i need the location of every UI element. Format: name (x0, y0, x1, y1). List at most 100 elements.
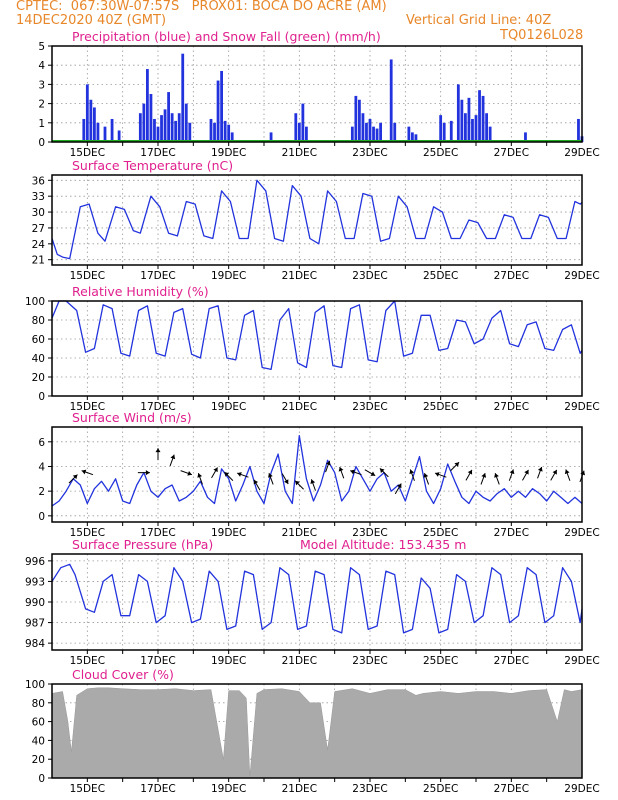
header-date: 14DEC2020 40Z (GMT) (16, 13, 167, 28)
temp-ytick-label: 24 (32, 239, 46, 251)
wind-arrow-head (145, 470, 150, 476)
temp-title: Surface Temperature (nC) (72, 158, 233, 173)
precip-bar (227, 124, 231, 142)
wind-arrow (394, 483, 402, 495)
wind-arrow (281, 473, 289, 485)
cloud-area (51, 687, 583, 779)
wind-xtick-label: 21DEC (282, 527, 317, 539)
precip-bar (103, 126, 107, 142)
pres-line (51, 563, 583, 634)
precip-xtick-label: 25DEC (423, 147, 458, 159)
wind-arrow-head (72, 474, 78, 480)
wind-arrow (364, 469, 376, 477)
precip-frame (51, 45, 583, 143)
temp-xtick-label: 29DEC (564, 270, 599, 282)
temp-xtick-label: 27DEC (494, 270, 529, 282)
temp-panel (48, 174, 583, 269)
temp-ytick-label: 30 (32, 207, 45, 219)
precip-bar (456, 84, 460, 142)
temp-frame (51, 174, 583, 266)
wind-arrow-head (379, 468, 385, 474)
precip-bar (209, 118, 213, 142)
wind-ytick-label: 0 (38, 511, 45, 523)
wind-ytick-label: 2 (38, 486, 45, 498)
precip-xtick-label: 19DEC (211, 147, 246, 159)
rh-title: Relative Humidity (%) (72, 284, 209, 299)
cloud-frame (51, 683, 583, 779)
wind-arrow (211, 467, 218, 479)
precip-ytick-label: 1 (38, 118, 45, 130)
wind-arrow-head (237, 472, 242, 477)
temp-xtick-label: 19DEC (211, 270, 246, 282)
precip-bar (365, 122, 368, 142)
wind-arrow (253, 479, 261, 491)
precip-bar (393, 122, 397, 142)
wind-arrow-head (397, 483, 402, 489)
rh-line (51, 300, 583, 371)
wind-arrow (564, 469, 571, 481)
wind-arrow-head (454, 462, 460, 467)
temp-xtick-label: 17DEC (140, 270, 175, 282)
precip-bar (181, 53, 185, 142)
rh-ytick-label: 0 (38, 391, 45, 403)
cloud-xtick-label: 19DEC (211, 783, 246, 795)
cloud-panel (48, 683, 583, 782)
precip-ytick-label: 5 (38, 41, 45, 53)
precip-xtick-label: 27DEC (494, 147, 529, 159)
wind-arrow-head (213, 467, 218, 473)
precip-bar (354, 95, 358, 142)
precip-bar (82, 118, 86, 142)
wind-arrow-head (284, 479, 289, 485)
cloud-xtick-label: 17DEC (140, 783, 175, 795)
precip-bar (439, 115, 443, 142)
rh-xtick-label: 27DEC (494, 401, 529, 413)
temp-ytick-label: 36 (32, 175, 46, 187)
rh-xtick-label: 23DEC (352, 401, 387, 413)
precip-bar (460, 99, 464, 142)
precip-bar (153, 118, 156, 142)
wind-arrow-head (187, 470, 192, 476)
wind-panel (48, 426, 586, 526)
precip-bar (149, 94, 153, 142)
wind-arrow-head (325, 460, 331, 466)
pres-ytick-label: 996 (25, 556, 45, 568)
wind-arrow-head (170, 454, 176, 460)
wind-arrow-head (370, 471, 376, 476)
precip-bar (372, 126, 375, 142)
wind-arrow (197, 473, 203, 485)
precip-xtick-label: 15DEC (70, 147, 105, 159)
cloud-ytick-label: 100 (25, 679, 45, 691)
pres-xtick-label: 21DEC (282, 655, 317, 667)
wind-arrow-head (253, 479, 259, 485)
precip-bar (442, 122, 446, 142)
wind-xtick-label: 15DEC (70, 527, 105, 539)
rh-ytick-label: 80 (32, 315, 45, 327)
wind-xtick-label: 27DEC (494, 527, 529, 539)
pres-xtick-label: 17DEC (140, 655, 175, 667)
cloud-xtick-label: 21DEC (282, 783, 317, 795)
pres-xtick-label: 29DEC (564, 655, 599, 667)
wind-arrow-head (295, 480, 300, 486)
wind-arrow (294, 480, 304, 490)
temp-ytick-label: 33 (32, 191, 45, 203)
precip-bar (407, 126, 411, 142)
wind-arrow (155, 448, 161, 461)
cloud-xtick-label: 29DEC (564, 783, 599, 795)
wind-xtick-label: 19DEC (211, 527, 246, 539)
precip-bar (89, 99, 93, 142)
wind-arrow (423, 473, 430, 485)
pres-ytick-label: 990 (25, 597, 45, 609)
precip-bar (294, 113, 298, 142)
rh-xtick-label: 17DEC (140, 401, 175, 413)
precip-bar (188, 122, 192, 142)
precip-bar (375, 128, 379, 142)
cloud-xtick-label: 23DEC (352, 783, 387, 795)
wind-arrow-head (467, 469, 473, 475)
cloud-title: Cloud Cover (%) (72, 667, 174, 682)
rh-xtick-label: 15DEC (70, 401, 105, 413)
pres-panel (48, 553, 583, 654)
precip-bar (474, 115, 478, 142)
precip-bar (223, 120, 227, 142)
wind-arrow-head (524, 469, 529, 475)
